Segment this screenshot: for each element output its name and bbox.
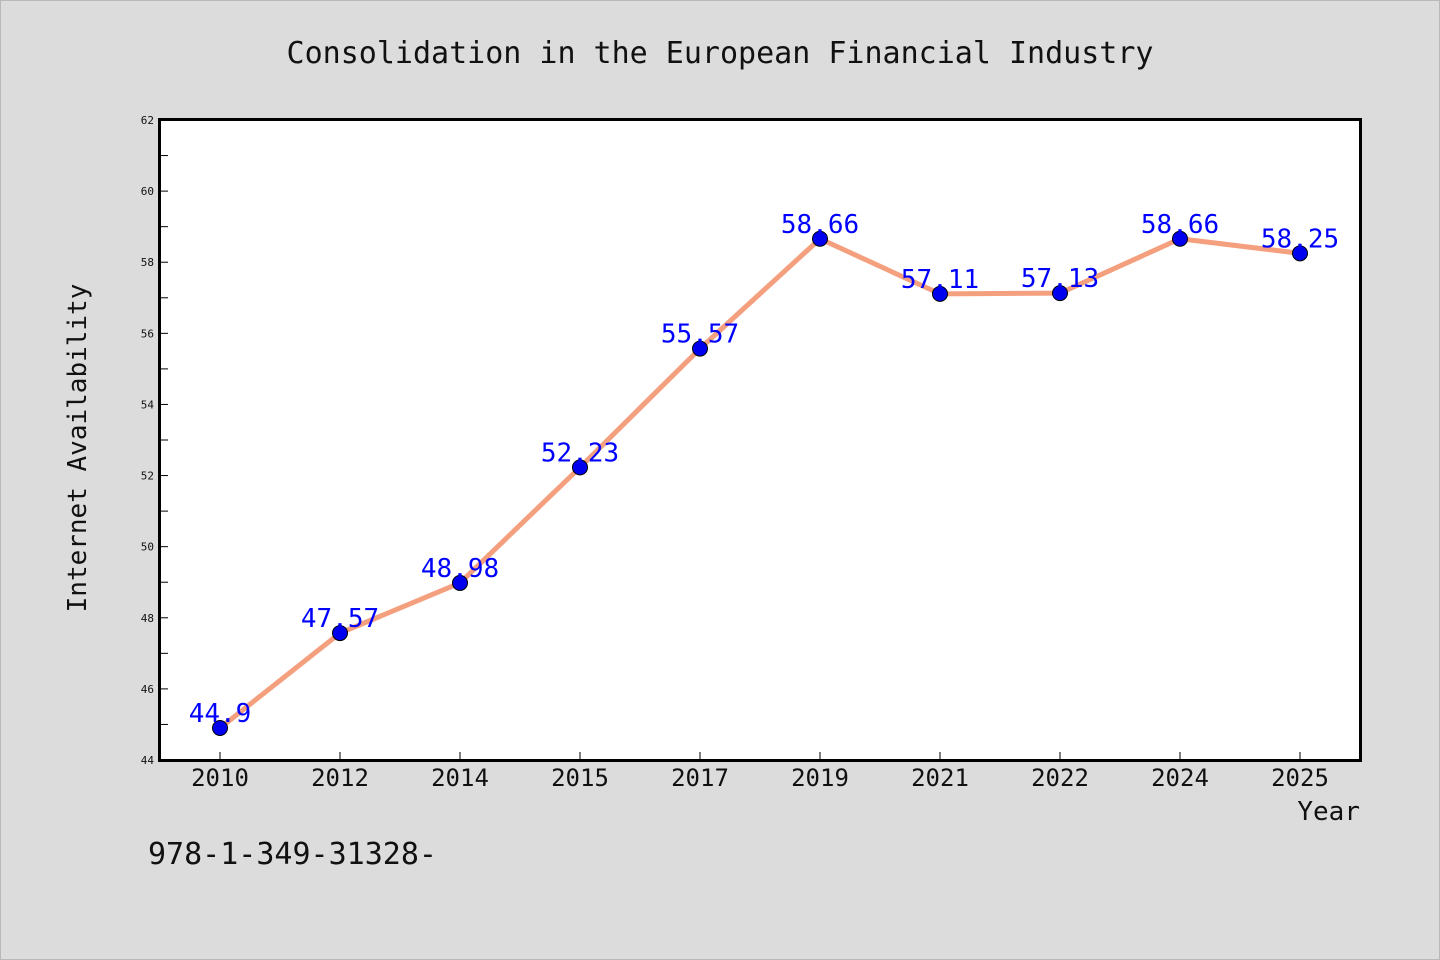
data-label: 52.23 (541, 438, 619, 468)
y-axis: 44 46 48 50 52 54 56 58 60 62 (141, 114, 168, 767)
data-point (212, 720, 228, 736)
x-tick-label: 2021 (911, 764, 969, 792)
footnote: 978-1-349-31328- (148, 837, 437, 872)
chart-title: Consolidation in the European Financial … (287, 36, 1154, 71)
y-tick-label: 62 (141, 114, 154, 127)
x-axis-label: Year (1297, 797, 1360, 827)
x-tick-label: 2017 (671, 764, 729, 792)
y-tick-label: 44 (141, 754, 155, 767)
data-point (812, 230, 828, 247)
data-point (692, 340, 708, 357)
x-tick-label: 2012 (311, 764, 369, 792)
data-label: 58.66 (1141, 210, 1219, 240)
y-tick-label: 52 (141, 470, 154, 483)
data-point (1052, 285, 1068, 302)
data-label: 44.9 (189, 699, 252, 729)
y-tick-label: 56 (141, 327, 154, 340)
data-point (1172, 230, 1188, 247)
data-label: 55.57 (661, 320, 739, 350)
x-tick-label: 2015 (551, 764, 609, 792)
data-label: 58.25 (1261, 224, 1339, 254)
data-label: 58.66 (781, 210, 859, 240)
x-axis: 2010 2012 2014 2015 2017 2019 2021 2022 2024 2025 (191, 752, 1329, 792)
y-tick-label: 60 (141, 185, 154, 198)
data-label: 57.11 (901, 265, 979, 295)
data-point (1292, 245, 1308, 262)
data-label: 47.57 (301, 604, 379, 634)
y-tick-label: 48 (141, 612, 154, 625)
data-point (932, 285, 948, 302)
y-axis-label: Internet Availability (63, 284, 93, 613)
y-tick-label: 54 (141, 398, 155, 411)
y-tick-label: 58 (141, 256, 154, 269)
data-point (572, 459, 588, 476)
x-tick-label: 2024 (1151, 764, 1209, 792)
data-label: 57.13 (1021, 264, 1099, 294)
y-tick-label: 50 (141, 541, 154, 554)
x-tick-label: 2014 (431, 764, 489, 792)
x-tick-label: 2022 (1031, 764, 1089, 792)
x-tick-label: 2025 (1271, 764, 1329, 792)
plot-area (158, 118, 1362, 762)
data-label: 48.98 (421, 554, 499, 584)
x-tick-label: 2010 (191, 764, 249, 792)
x-tick-label: 2019 (791, 764, 849, 792)
data-point (332, 625, 348, 642)
data-point (452, 574, 468, 591)
series-layer (212, 230, 1308, 736)
data-labels: 44.9 47.57 48.98 52.23 55.57 58.66 57.11 57.13 5… (189, 210, 1339, 729)
series-line (217, 236, 1303, 731)
y-tick-label: 46 (141, 683, 154, 696)
